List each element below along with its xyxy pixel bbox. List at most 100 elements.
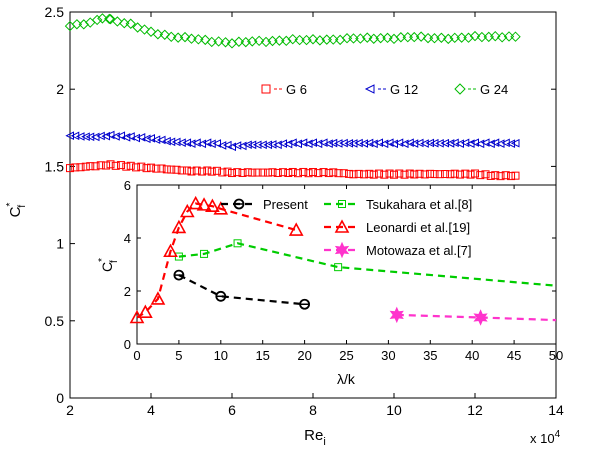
main-axis-ticks: 2 4 6 8 10 12 14 0 0.5 1 1.5 2 2.5 <box>45 4 564 418</box>
main-data-point <box>243 140 252 150</box>
main-data-point <box>299 167 308 176</box>
main-data-point <box>132 163 141 172</box>
inset-x-tick-label: 40 <box>465 348 479 363</box>
inset-data-point <box>163 243 178 258</box>
inset-legend-label: Leonardi et al.[19] <box>366 220 470 235</box>
main-data-point <box>104 13 115 25</box>
main-data-point <box>430 170 439 179</box>
main-data-point <box>112 16 123 27</box>
main-data-point <box>218 168 227 177</box>
inset-y-tick-label: 2 <box>124 284 131 299</box>
main-data-point <box>425 138 435 148</box>
main-legend-entry: G 24 <box>454 82 508 97</box>
main-data-point <box>273 168 282 177</box>
inset-legend-entry: Leonardi et al.[19] <box>324 219 470 235</box>
main-data-point <box>440 138 450 148</box>
inset-y-tick-label: 4 <box>124 231 131 246</box>
main-data-point <box>132 22 143 33</box>
inset-legend-label: Tsukahara et al.[8] <box>366 197 472 212</box>
inset-y-axis-label: C*f <box>97 258 120 272</box>
inset-legend-entry: Tsukahara et al.[8] <box>324 197 472 212</box>
inset-legend-marker <box>338 200 346 208</box>
inset-data-point <box>334 263 343 272</box>
inset-x-tick-label: 50 <box>549 348 563 363</box>
main-data-point <box>456 32 467 43</box>
main-data-point <box>157 164 166 173</box>
main-data-point <box>193 34 204 45</box>
main-data-point <box>263 140 273 150</box>
main-data-point <box>137 162 146 171</box>
main-data-point <box>400 170 409 179</box>
main-data-point <box>385 169 394 178</box>
main-data-point <box>476 171 485 180</box>
main-data-point <box>511 171 520 180</box>
main-x-tick-label: 14 <box>548 402 564 418</box>
main-data-point <box>380 170 389 179</box>
main-data-point <box>248 168 257 177</box>
main-data-point <box>339 169 348 178</box>
main-data-point <box>294 34 305 46</box>
main-data-point <box>198 167 207 176</box>
inset-axis-ticks: 0 5 10 15 20 25 30 35 40 45 50 0 2 4 6 <box>124 178 563 363</box>
main-data-point <box>415 169 424 178</box>
main-data-point <box>172 165 181 174</box>
main-data-point <box>426 169 435 178</box>
main-legend-marker <box>364 84 375 94</box>
inset-data-point <box>215 290 227 302</box>
main-y-tick-label: 0 <box>56 390 64 406</box>
inset-series-motowaza <box>389 306 557 326</box>
inset-x-tick-label: 15 <box>255 348 269 363</box>
inset-plot: 0 5 10 15 20 25 30 35 40 45 50 0 2 4 6 Present Tsukahar… <box>97 178 563 387</box>
inset-y-tick-label: 6 <box>124 178 131 193</box>
main-data-point <box>324 169 333 178</box>
inset-series-group <box>129 195 557 326</box>
inset-x-tick-label: 20 <box>297 348 311 363</box>
main-data-point <box>119 18 130 29</box>
main-data-point <box>395 169 404 178</box>
main-data-point <box>349 170 358 179</box>
main-y-tick-label: 2 <box>56 81 64 97</box>
main-data-point <box>145 26 157 37</box>
main-data-point <box>102 161 111 170</box>
main-data-point <box>213 166 222 175</box>
main-data-point <box>162 165 171 174</box>
main-data-point <box>243 168 252 177</box>
main-data-point <box>105 130 115 140</box>
main-series-group <box>64 13 521 181</box>
main-data-point <box>252 140 262 150</box>
main-data-point <box>136 132 146 142</box>
inset-legend: Present Tsukahara et al.[8] Leonardi et al… <box>221 197 472 259</box>
main-data-point <box>207 167 216 176</box>
main-data-point <box>142 164 151 173</box>
main-data-point <box>166 137 176 147</box>
main-data-point <box>466 170 475 179</box>
main-data-point <box>159 29 170 40</box>
main-data-point <box>382 32 393 44</box>
main-data-point <box>450 169 459 178</box>
inset-x-tick-label: 45 <box>507 348 521 363</box>
main-data-point <box>288 167 297 176</box>
main-data-point <box>253 35 265 47</box>
main-data-point <box>503 31 515 42</box>
main-data-point <box>328 34 339 45</box>
main-x-tick-label: 4 <box>147 402 155 418</box>
main-data-point <box>415 31 427 42</box>
inset-x-tick-label: 35 <box>423 348 437 363</box>
main-data-point <box>304 169 313 178</box>
inset-data-point <box>200 249 209 258</box>
main-data-point <box>152 164 161 173</box>
main-data-point <box>116 131 126 141</box>
inset-series-line <box>178 242 557 287</box>
main-x-tick-label: 2 <box>66 402 74 418</box>
main-legend-marker <box>261 84 271 94</box>
main-data-point <box>405 169 414 178</box>
main-data-point <box>491 171 500 180</box>
main-data-point <box>105 13 116 25</box>
main-data-point <box>247 140 257 150</box>
inset-data-point <box>389 306 404 324</box>
inset-data-point <box>138 304 153 319</box>
inset-x-tick-label: 0 <box>133 348 140 363</box>
inset-series-leonardi <box>129 195 304 324</box>
inset-data-point <box>188 195 204 210</box>
main-data-point <box>264 168 273 177</box>
